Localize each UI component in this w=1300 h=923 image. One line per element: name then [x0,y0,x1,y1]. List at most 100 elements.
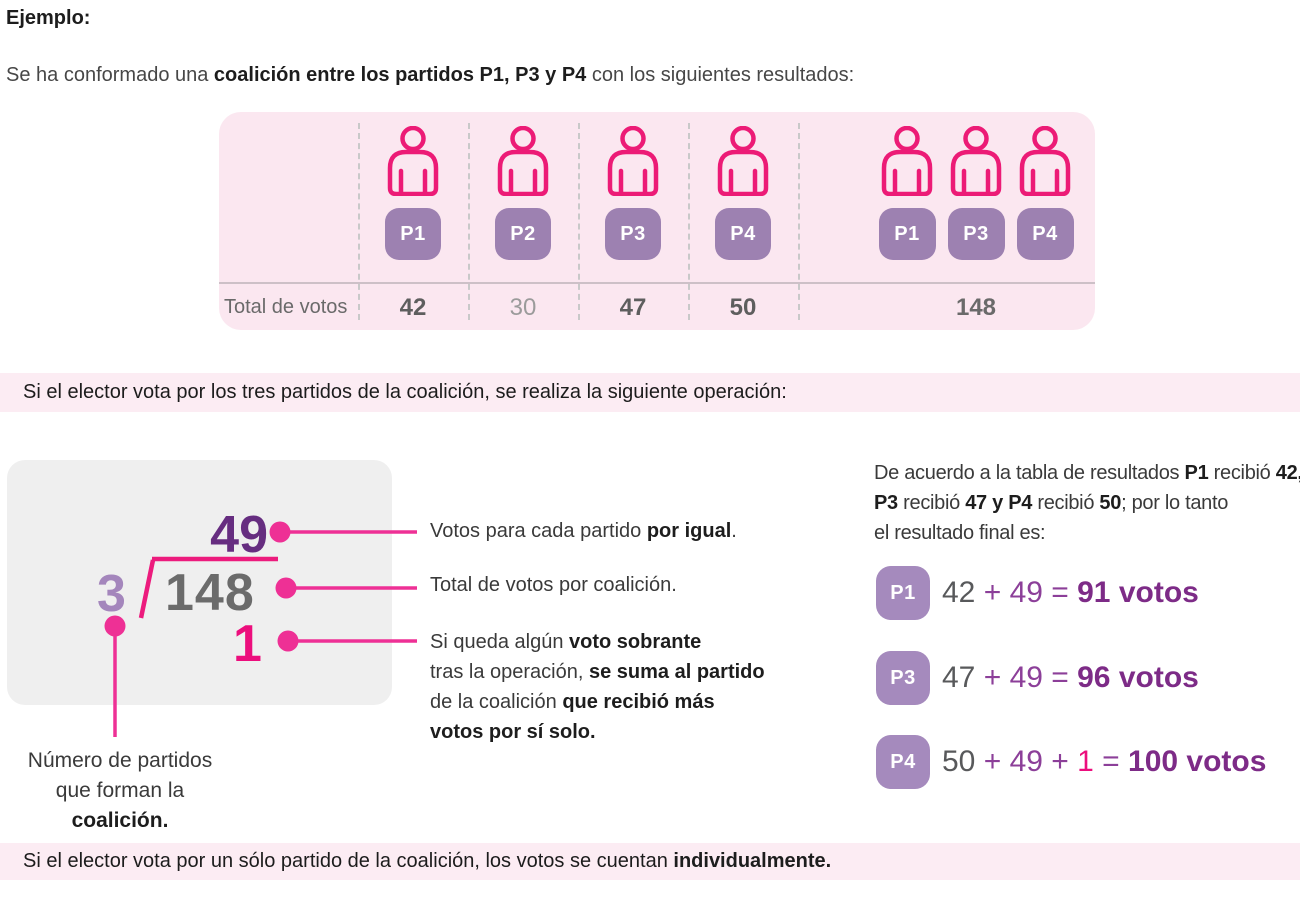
party-column-p1: P1 [358,126,468,260]
callout-text: Votos para cada partido [430,520,647,542]
party-badge: P3 [947,208,1005,260]
equation-text: 50 + 49 + 1 = 100 votos [942,745,1266,779]
callout-text: Si queda algún [430,631,570,653]
banner-text: Si el elector vota por un sólo partido d… [23,850,674,872]
votes-value-p1: 42 [399,294,427,321]
coalition-icons [881,126,1071,196]
votes-value-coalition: 148 [955,294,997,321]
equation-result: 96 votos [1077,661,1199,694]
party-badge: P2 [495,208,551,260]
total-votes-label: Total de votos [224,296,348,318]
coalition-badges: P1 P3 P4 [878,208,1074,260]
intro-bold: coalición entre los partidos P1, P3 y P4 [213,64,587,86]
equation-operator: + 49 = [975,576,1078,609]
party-column-p4: P4 [688,126,798,260]
callout-text-bold: voto sobrante [569,631,702,653]
banner-coalition-vote: Si el elector vota por los tres partidos… [0,373,1300,412]
results-intro: De acuerdo a la tabla de resultados P1 r… [874,458,1300,548]
intro-pre: Se ha conformado una [6,64,214,86]
intro-text: Se ha conformado una coalición entre los… [6,64,854,87]
banner-coalition-vote-text: Si el elector vota por los tres partidos… [23,381,787,403]
equation-own-votes: 47 [942,661,976,694]
results-intro-text: De acuerdo a la tabla de resultados [874,462,1185,484]
results-intro-bold: P3 [874,492,898,514]
equation-own-votes: 42 [942,576,976,609]
party-column-p2: P2 [468,126,578,260]
equation-text: 42 + 49 = 91 votos [942,576,1199,610]
results-intro-text: recibió [1208,462,1276,484]
person-icon [607,126,659,196]
equation-own-votes: 50 [942,745,976,778]
party-column-p3: P3 [578,126,688,260]
party-badge: P1 [878,208,936,260]
results-intro-bold: 42, [1275,462,1300,484]
equation-operator: + 49 + [975,745,1078,778]
callout-text: de la coalición [430,691,563,713]
callout-text-bold: votos por sí solo. [430,721,596,743]
column-divider [578,123,580,320]
column-divider [688,123,690,320]
party-badge: P1 [385,208,441,260]
person-icon [717,126,769,196]
callout-remainder: Si queda algún voto sobrante tras la ope… [430,627,765,747]
person-icon [387,126,439,196]
results-table-panel: Total de votos P1 P2 P3 P4 42 30 47 50 [219,112,1095,330]
person-icon [881,126,933,196]
equation-operator: = [1093,745,1129,778]
column-divider [358,123,360,320]
callout-text: . [731,520,737,542]
equation-row-p1: P1 42 + 49 = 91 votos [876,566,1199,620]
votes-value-p4: 50 [729,294,757,321]
results-intro-text: recibió [1032,492,1100,514]
results-intro-text: el resultado final es: [874,522,1046,544]
division-dividend: 148 [165,564,255,622]
callout-text-bold: por igual [646,520,732,542]
person-icon [497,126,549,196]
callout-text: Número de partidos [27,749,213,772]
division-remainder: 1 [233,615,262,673]
party-badge: P4 [715,208,771,260]
callout-text: tras la operación, [430,661,589,683]
results-intro-bold: P1 [1184,462,1209,484]
callout-divisor-note: Número de partidos que forman la coalici… [8,746,232,836]
callout-equal-votes: Votos para cada partido por igual. [430,520,737,543]
equation-result: 91 votos [1077,576,1199,609]
division-divisor: 3 [97,565,126,623]
equation-text: 47 + 49 = 96 votos [942,661,1199,695]
votes-value-p2: 30 [509,294,537,321]
party-badge: P4 [876,735,930,789]
results-intro-bold: 47 y P4 [965,492,1033,514]
equation-row-p3: P3 47 + 49 = 96 votos [876,651,1199,705]
division-quotient: 49 [210,506,268,564]
results-intro-text: recibió [897,492,966,514]
equation-row-p4: P4 50 + 49 + 1 = 100 votos [876,735,1266,789]
party-badge: P1 [876,566,930,620]
page-title: Ejemplo: [6,7,91,29]
equation-operator: + 49 = [975,661,1078,694]
banner-individual-vote: Si el elector vota por un sólo partido d… [0,843,1300,880]
party-badge: P3 [876,651,930,705]
votes-value-p3: 47 [619,294,647,321]
callout-text-bold: se suma al partido [588,661,765,683]
intro-post: con los siguientes resultados: [586,64,855,86]
callout-text: que forman la [55,779,185,802]
equation-result: 100 votos [1128,745,1267,778]
column-divider [468,123,470,320]
equation-remainder: 1 [1077,745,1094,778]
callout-text-bold: coalición. [71,809,169,832]
division-panel [7,460,392,705]
table-divider-line [219,282,1095,284]
coalition-column: P1 P3 P4 [876,126,1076,260]
results-intro-bold: 50 [1099,492,1122,514]
person-icon [1019,126,1071,196]
callout-total-votes: Total de votos por coalición. [430,574,677,596]
banner-individual-vote-text: Si el elector vota por un sólo partido d… [23,843,1300,880]
callout-text-bold: que recibió más [562,691,715,713]
party-badge: P3 [605,208,661,260]
banner-text-bold: individualmente. [673,850,832,872]
column-divider [798,123,800,320]
person-icon [950,126,1002,196]
party-badge: P4 [1016,208,1074,260]
results-intro-text: ; por lo tanto [1121,492,1229,514]
